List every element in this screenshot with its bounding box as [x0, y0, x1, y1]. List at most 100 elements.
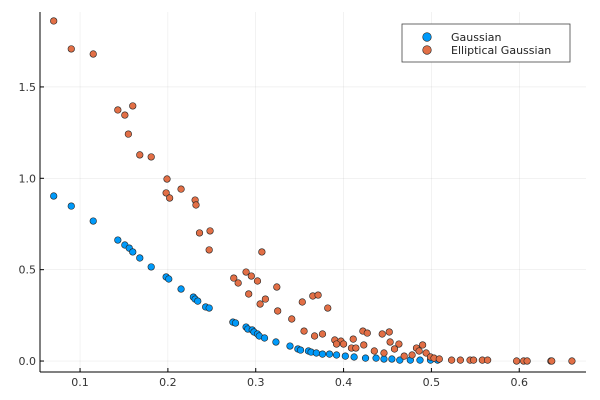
data-point [415, 347, 423, 355]
data-point [256, 300, 264, 308]
data-point [312, 349, 320, 357]
data-point [253, 277, 262, 285]
data-point [548, 357, 556, 365]
data-point [177, 185, 185, 193]
data-point [408, 351, 416, 359]
legend-marker [422, 32, 432, 42]
data-point [129, 102, 137, 110]
data-point [272, 338, 280, 346]
x-tick-label: 0.5 [423, 376, 441, 389]
data-point [234, 279, 242, 287]
data-point [298, 298, 306, 306]
data-point [332, 340, 341, 348]
data-point [206, 227, 214, 235]
data-point [456, 356, 464, 364]
data-point [177, 285, 185, 293]
data-point [339, 340, 348, 348]
y-tick-label: 1.0 [19, 172, 37, 185]
data-point [124, 130, 132, 138]
data-point [136, 254, 144, 262]
data-point [400, 352, 408, 360]
data-point [388, 355, 396, 363]
data-point [469, 356, 478, 364]
y-tick-label: 1.5 [19, 81, 37, 94]
data-point [370, 347, 378, 355]
data-point [274, 307, 282, 315]
data-point [129, 248, 137, 256]
series-elliptical-gaussian [50, 17, 576, 365]
data-point [310, 332, 319, 340]
data-point [114, 106, 122, 114]
legend-label: Gaussian [451, 31, 501, 44]
data-point [341, 352, 349, 360]
data-point [242, 268, 250, 276]
data-point [205, 304, 213, 312]
data-point [324, 304, 332, 312]
data-point [136, 151, 144, 159]
data-point [247, 272, 255, 280]
data-point [230, 274, 238, 282]
data-point [422, 349, 430, 357]
data-point [523, 357, 531, 365]
data-point [89, 50, 97, 58]
data-point [332, 351, 341, 359]
data-point [261, 295, 269, 303]
data-point [448, 356, 456, 364]
x-tick-label: 0.3 [247, 376, 265, 389]
data-point [286, 342, 294, 350]
data-point [258, 248, 266, 256]
data-point [89, 217, 97, 225]
data-point [484, 356, 492, 364]
data-point [419, 341, 427, 349]
data-point [435, 355, 443, 363]
x-tick-label: 0.1 [71, 376, 89, 389]
data-point [372, 354, 380, 362]
data-point [245, 290, 253, 298]
data-point [318, 330, 327, 338]
data-point [318, 350, 327, 358]
data-point [513, 357, 521, 365]
data-point [273, 283, 281, 291]
data-point [360, 341, 368, 349]
data-point [50, 17, 58, 25]
data-point [378, 330, 386, 338]
x-tick-label: 0.2 [159, 376, 177, 389]
data-point [325, 350, 334, 358]
data-point [386, 338, 394, 346]
data-point [231, 319, 240, 327]
data-point [114, 236, 122, 244]
data-point [194, 297, 202, 305]
data-point [166, 194, 174, 202]
data-point [349, 335, 357, 343]
data-point [163, 175, 171, 183]
tick-labels: 0.1 0.2 0.3 0.4 0.5 0.6 0.0 0.5 1.0 1.5 [19, 81, 528, 389]
axes [39, 12, 586, 373]
data-point [67, 45, 75, 53]
data-point [314, 291, 322, 299]
data-point [195, 229, 204, 237]
y-tick-label: 0.0 [19, 355, 37, 368]
data-point [121, 111, 129, 119]
data-point [568, 357, 576, 365]
x-tick-label: 0.6 [510, 376, 528, 389]
data-point [288, 315, 296, 323]
data-point [352, 344, 360, 352]
series-gaussian [50, 192, 442, 364]
data-point [192, 201, 200, 209]
data-point [416, 356, 424, 364]
data-point [147, 153, 155, 161]
data-point [205, 246, 213, 254]
data-point [162, 189, 170, 197]
data-point [385, 328, 393, 336]
data-point [390, 345, 399, 353]
data-point [380, 349, 388, 357]
data-point [396, 356, 404, 364]
y-tick-label: 0.5 [19, 264, 37, 277]
data-point [350, 353, 358, 361]
data-point [361, 354, 370, 362]
data-point [300, 327, 308, 335]
legend-marker [422, 45, 432, 55]
data-point [260, 334, 269, 342]
